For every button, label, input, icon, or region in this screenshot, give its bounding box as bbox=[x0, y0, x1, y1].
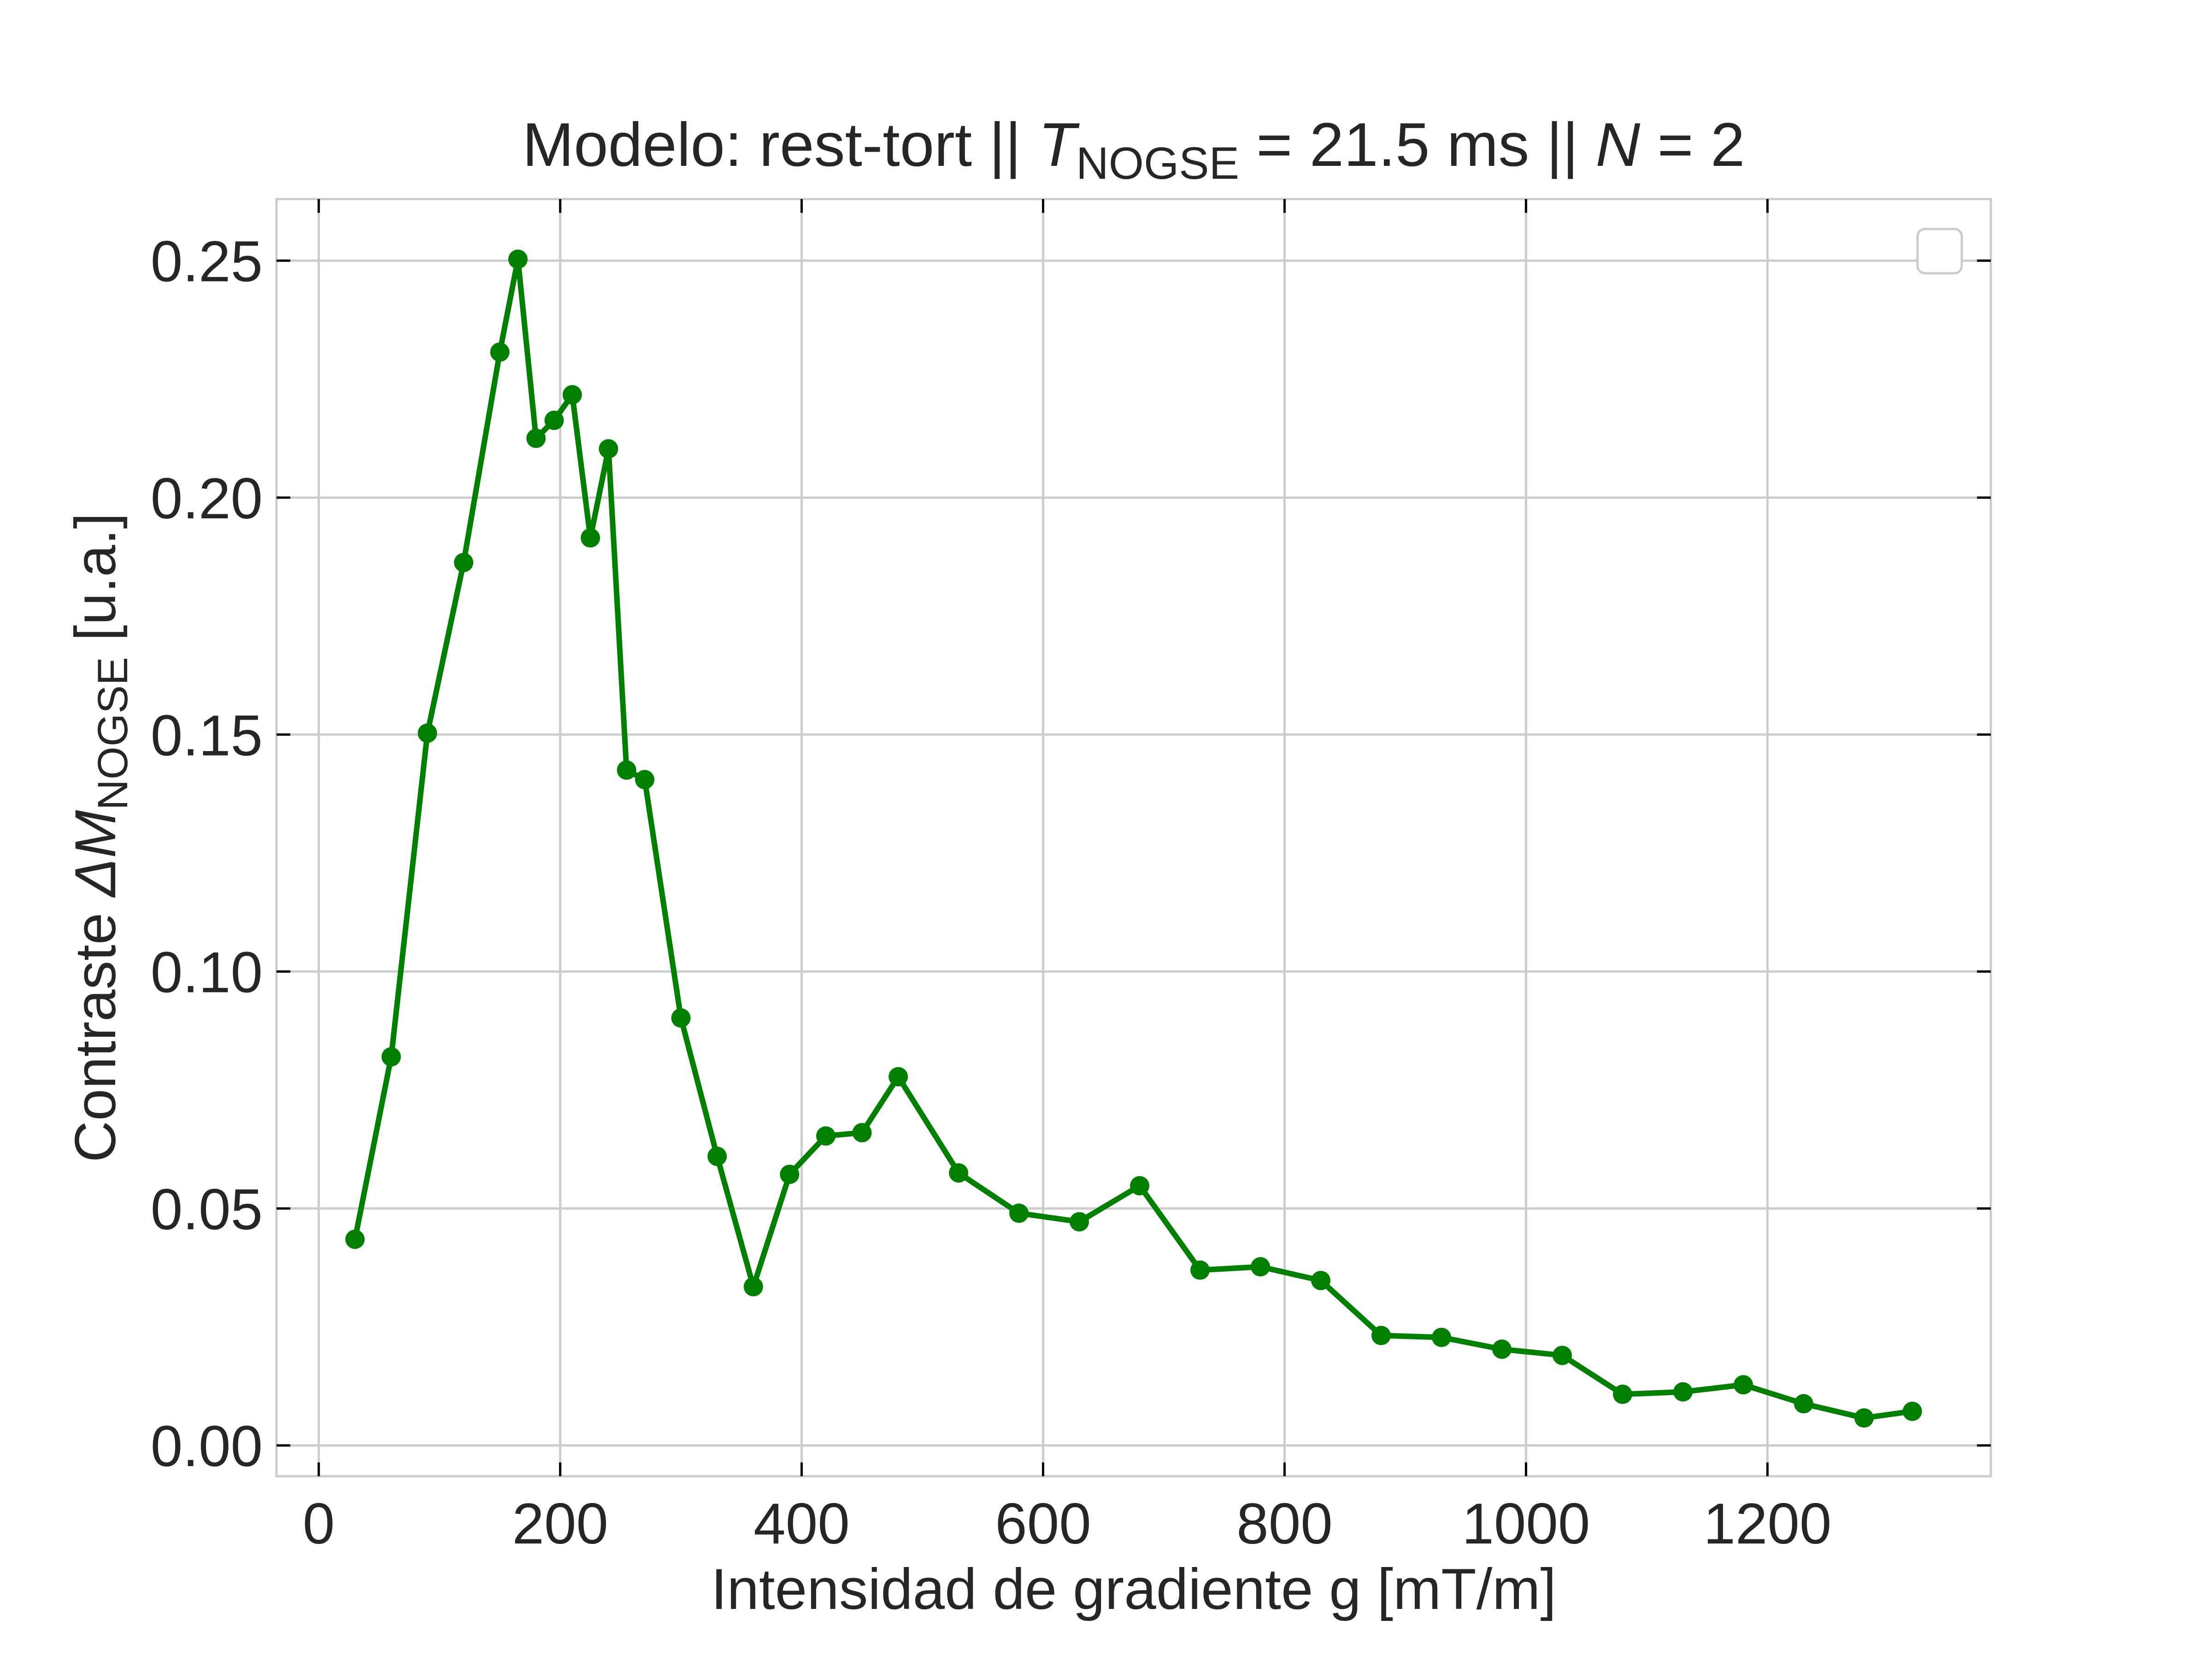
data-point bbox=[743, 1277, 763, 1297]
ylabel-prefix: Contraste bbox=[64, 897, 128, 1162]
x-axis-label: Intensidad de gradiente g [mT/m] bbox=[711, 1557, 1556, 1621]
data-point bbox=[1070, 1212, 1089, 1232]
axis-ticks: 0 200 400 600 800 1000 1200 0.00 0.05 0.10 0.15 0.2… bbox=[151, 199, 1991, 1556]
data-point bbox=[454, 552, 474, 572]
data-point bbox=[949, 1163, 969, 1183]
data-point bbox=[1673, 1382, 1693, 1402]
plot-frame bbox=[275, 198, 1992, 1478]
data-point bbox=[1251, 1257, 1271, 1277]
data-point bbox=[418, 723, 437, 743]
data-point bbox=[852, 1123, 872, 1143]
data-point bbox=[581, 528, 600, 548]
title-t-symbol: T bbox=[1038, 111, 1080, 179]
data-point bbox=[671, 1008, 691, 1028]
title-t-subscript: NOGSE bbox=[1076, 138, 1239, 188]
x-tick-label: 1200 bbox=[1703, 1492, 1831, 1556]
data-point bbox=[1794, 1394, 1813, 1414]
data-point bbox=[490, 342, 510, 362]
data-point bbox=[381, 1047, 401, 1067]
y-tick-label: 0.00 bbox=[151, 1414, 263, 1479]
y-tick-label: 0.20 bbox=[151, 467, 263, 531]
x-tick-label: 200 bbox=[512, 1492, 608, 1556]
data-point bbox=[1009, 1203, 1029, 1223]
data-point bbox=[1190, 1260, 1210, 1280]
data-series bbox=[345, 249, 1922, 1428]
data-point bbox=[544, 411, 564, 430]
data-point bbox=[345, 1229, 365, 1249]
data-point bbox=[780, 1164, 800, 1184]
data-point bbox=[1130, 1176, 1150, 1196]
data-point bbox=[888, 1067, 908, 1086]
ylabel-subscript: NOGSE bbox=[89, 657, 136, 810]
x-tick-label: 0 bbox=[303, 1492, 335, 1556]
y-tick-label: 0.15 bbox=[151, 704, 263, 768]
title-suffix: = 2 bbox=[1640, 111, 1745, 179]
x-tick-label: 600 bbox=[995, 1492, 1091, 1556]
data-point bbox=[617, 760, 636, 780]
y-tick-label: 0.10 bbox=[151, 941, 263, 1005]
data-point bbox=[599, 439, 618, 459]
x-tick-label: 400 bbox=[753, 1492, 850, 1556]
data-point bbox=[635, 770, 654, 789]
title-n-symbol: N bbox=[1595, 111, 1640, 179]
data-point bbox=[707, 1146, 727, 1166]
data-point bbox=[1613, 1385, 1632, 1404]
chart-title: Modelo: rest-tort || TNOGSE = 21.5 ms ||… bbox=[523, 111, 1745, 188]
data-point bbox=[1432, 1327, 1451, 1347]
data-point bbox=[562, 385, 582, 405]
data-point bbox=[1311, 1271, 1331, 1291]
legend-box bbox=[1916, 228, 1963, 275]
data-point bbox=[508, 249, 528, 269]
data-point bbox=[1902, 1402, 1922, 1421]
data-point bbox=[1734, 1375, 1753, 1395]
x-tick-label: 800 bbox=[1236, 1492, 1333, 1556]
data-point bbox=[526, 428, 546, 448]
data-point bbox=[1854, 1408, 1874, 1428]
data-point bbox=[1553, 1345, 1572, 1365]
title-middle: = 21.5 ms || bbox=[1239, 111, 1595, 179]
data-point bbox=[1371, 1326, 1391, 1345]
ylabel-suffix: [u.a.] bbox=[64, 513, 128, 657]
x-tick-label: 1000 bbox=[1462, 1492, 1590, 1556]
title-prefix: Modelo: rest-tort || bbox=[523, 111, 1039, 179]
y-tick-label: 0.25 bbox=[151, 230, 263, 294]
ylabel-symbol: ΔM bbox=[64, 810, 128, 898]
y-axis-label: Contraste ΔMNOGSE [u.a.] bbox=[64, 513, 136, 1162]
data-point bbox=[1492, 1339, 1512, 1359]
grid-lines bbox=[276, 199, 1991, 1476]
data-point bbox=[816, 1126, 835, 1146]
y-tick-label: 0.05 bbox=[151, 1178, 263, 1242]
